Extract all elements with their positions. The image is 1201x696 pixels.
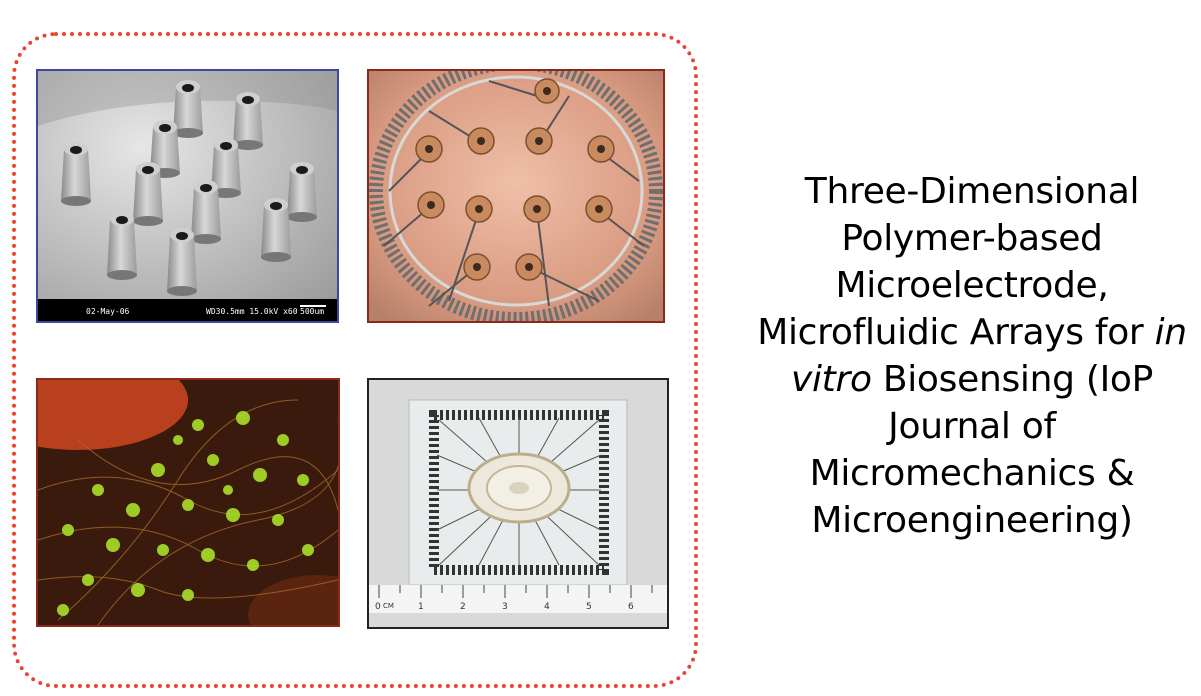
- ruler-labels: CM 0 1 2 3 4 5 6: [369, 602, 667, 616]
- ruler-tick-0: 0: [375, 602, 381, 612]
- sem-date: 02-May-06: [86, 307, 130, 316]
- caption-line-1: Three-Dimensional: [804, 171, 1140, 212]
- caption-line-4-italic: in: [1154, 312, 1188, 353]
- neuron-culture-image: [36, 378, 340, 627]
- caption-line-7: Micromechanics &: [809, 453, 1135, 494]
- caption-line-5-text: Biosensing (IoP: [871, 359, 1154, 400]
- ruler-tick-4: 4: [544, 602, 550, 612]
- microfluidic-chip-image: CM 0 1 2 3 4 5 6: [367, 378, 669, 629]
- ruler-tick-3: 3: [502, 602, 508, 612]
- caption-line-4-text: Microfluidic Arrays for: [757, 312, 1155, 353]
- caption-line-8: Microengineering): [811, 500, 1133, 541]
- sem-micropillar-image: 02-May-06 WD30.5mm 15.0kV x60 500um: [36, 69, 339, 323]
- sem-scale: 500um: [300, 307, 324, 316]
- sem-params: WD30.5mm 15.0kV x60: [206, 307, 298, 316]
- ruler-tick-5: 5: [586, 602, 592, 612]
- caption-line-5-italic: vitro: [790, 359, 872, 400]
- caption-line-4: Microfluidic Arrays for in: [757, 312, 1187, 353]
- image-group-frame: [12, 32, 698, 688]
- caption-line-5: vitro Biosensing (IoP: [791, 359, 1153, 400]
- ruler-tick-1: 1: [418, 602, 424, 612]
- ruler-tick-2: 2: [460, 602, 466, 612]
- ruler-unit-label: CM: [383, 602, 394, 610]
- caption-line-6: Journal of: [888, 406, 1056, 447]
- publication-caption: Three-Dimensional Polymer-based Microele…: [742, 168, 1201, 544]
- caption-line-3: Microelectrode,: [835, 265, 1109, 306]
- ruler-tick-6: 6: [628, 602, 634, 612]
- caption-line-2: Polymer-based: [841, 218, 1103, 259]
- microelectrode-array-image: [367, 69, 665, 323]
